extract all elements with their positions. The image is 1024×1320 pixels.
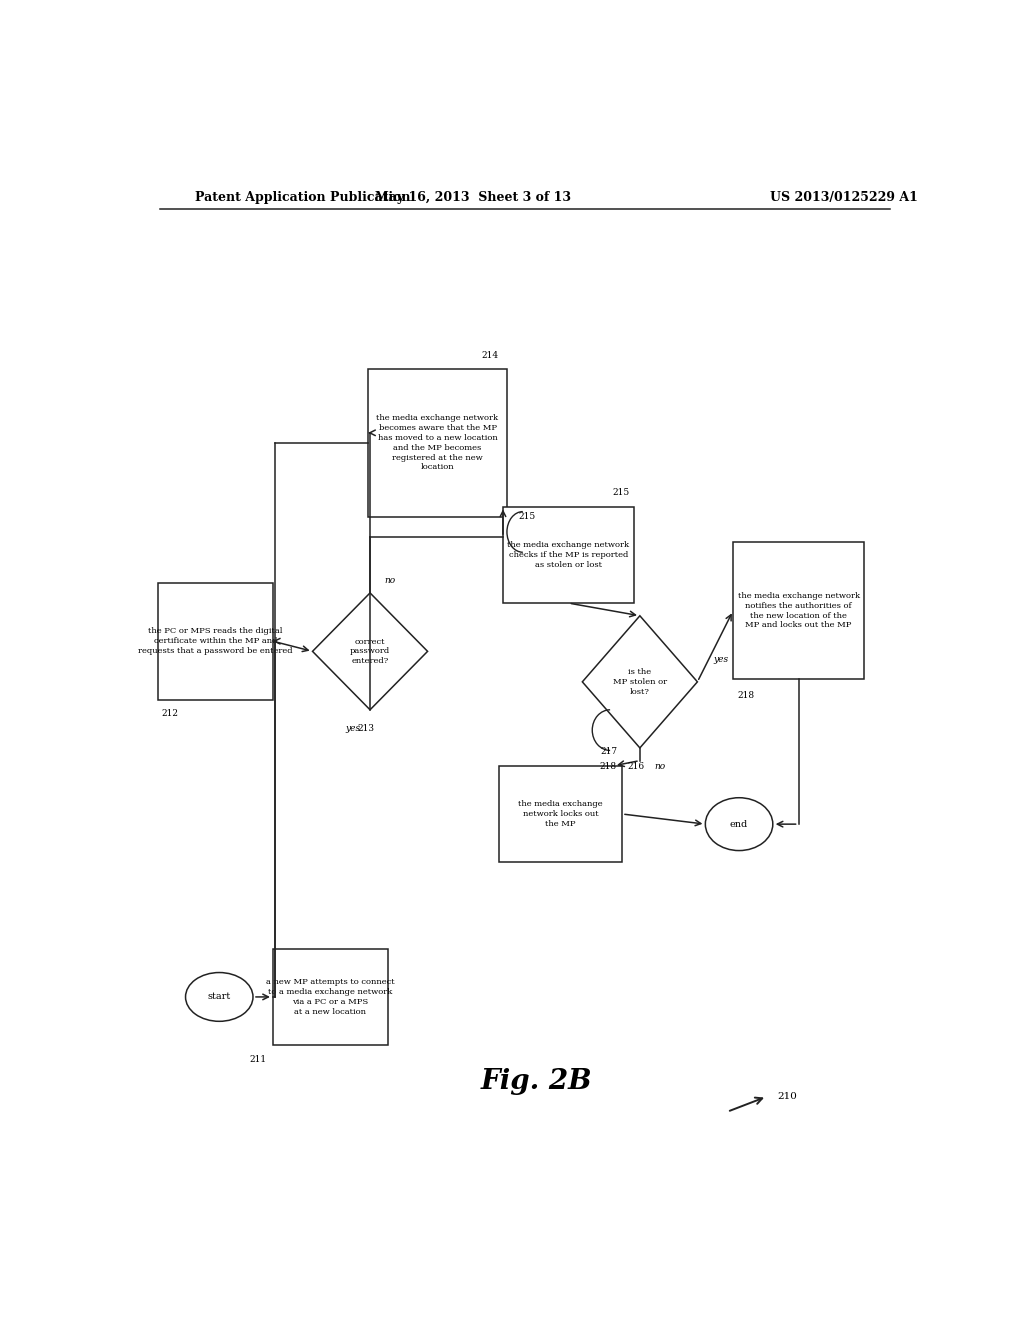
Polygon shape xyxy=(312,593,428,710)
Text: yes: yes xyxy=(345,723,360,733)
Text: the media exchange network
checks if the MP is reported
as stolen or lost: the media exchange network checks if the… xyxy=(507,541,630,569)
Text: 212: 212 xyxy=(162,709,179,718)
Text: Patent Application Publication: Patent Application Publication xyxy=(196,190,411,203)
Text: is the
MP stolen or
lost?: is the MP stolen or lost? xyxy=(612,668,667,696)
Text: US 2013/0125229 A1: US 2013/0125229 A1 xyxy=(770,190,918,203)
Text: the media exchange network
notifies the authorities of
the new location of the
M: the media exchange network notifies the … xyxy=(737,591,860,630)
Bar xyxy=(158,582,272,700)
Text: the media exchange network
becomes aware that the MP
has moved to a new location: the media exchange network becomes aware… xyxy=(377,414,499,471)
Text: end: end xyxy=(730,820,749,829)
Polygon shape xyxy=(583,615,697,748)
Bar xyxy=(503,507,634,603)
Ellipse shape xyxy=(706,797,773,850)
Text: 215: 215 xyxy=(612,488,630,496)
Text: start: start xyxy=(208,993,230,1002)
Text: 215: 215 xyxy=(518,512,536,521)
Text: 214: 214 xyxy=(482,351,499,359)
Text: 217: 217 xyxy=(601,747,618,756)
Text: Fig. 2B: Fig. 2B xyxy=(481,1068,593,1094)
Text: 210: 210 xyxy=(777,1092,797,1101)
Text: yes: yes xyxy=(714,655,729,664)
Bar xyxy=(499,766,622,862)
Bar xyxy=(368,370,507,516)
Text: 218: 218 xyxy=(737,692,755,700)
Text: the media exchange
network locks out
the MP: the media exchange network locks out the… xyxy=(518,800,603,828)
Ellipse shape xyxy=(185,973,253,1022)
Text: correct
password
entered?: correct password entered? xyxy=(350,638,390,665)
Text: 213: 213 xyxy=(357,723,375,733)
Bar xyxy=(733,543,864,680)
Text: no: no xyxy=(654,762,666,771)
Text: 216: 216 xyxy=(628,762,644,771)
Text: a new MP attempts to connect
to a media exchange network
via a PC or a MPS
at a : a new MP attempts to connect to a media … xyxy=(266,978,394,1015)
Text: 211: 211 xyxy=(250,1055,266,1064)
Text: the PC or MPS reads the digital
certificate within the MP and
requests that a pa: the PC or MPS reads the digital certific… xyxy=(138,627,293,655)
Text: May 16, 2013  Sheet 3 of 13: May 16, 2013 Sheet 3 of 13 xyxy=(375,190,571,203)
Text: no: no xyxy=(384,577,395,585)
Bar xyxy=(272,949,388,1045)
Text: 218: 218 xyxy=(600,762,616,771)
